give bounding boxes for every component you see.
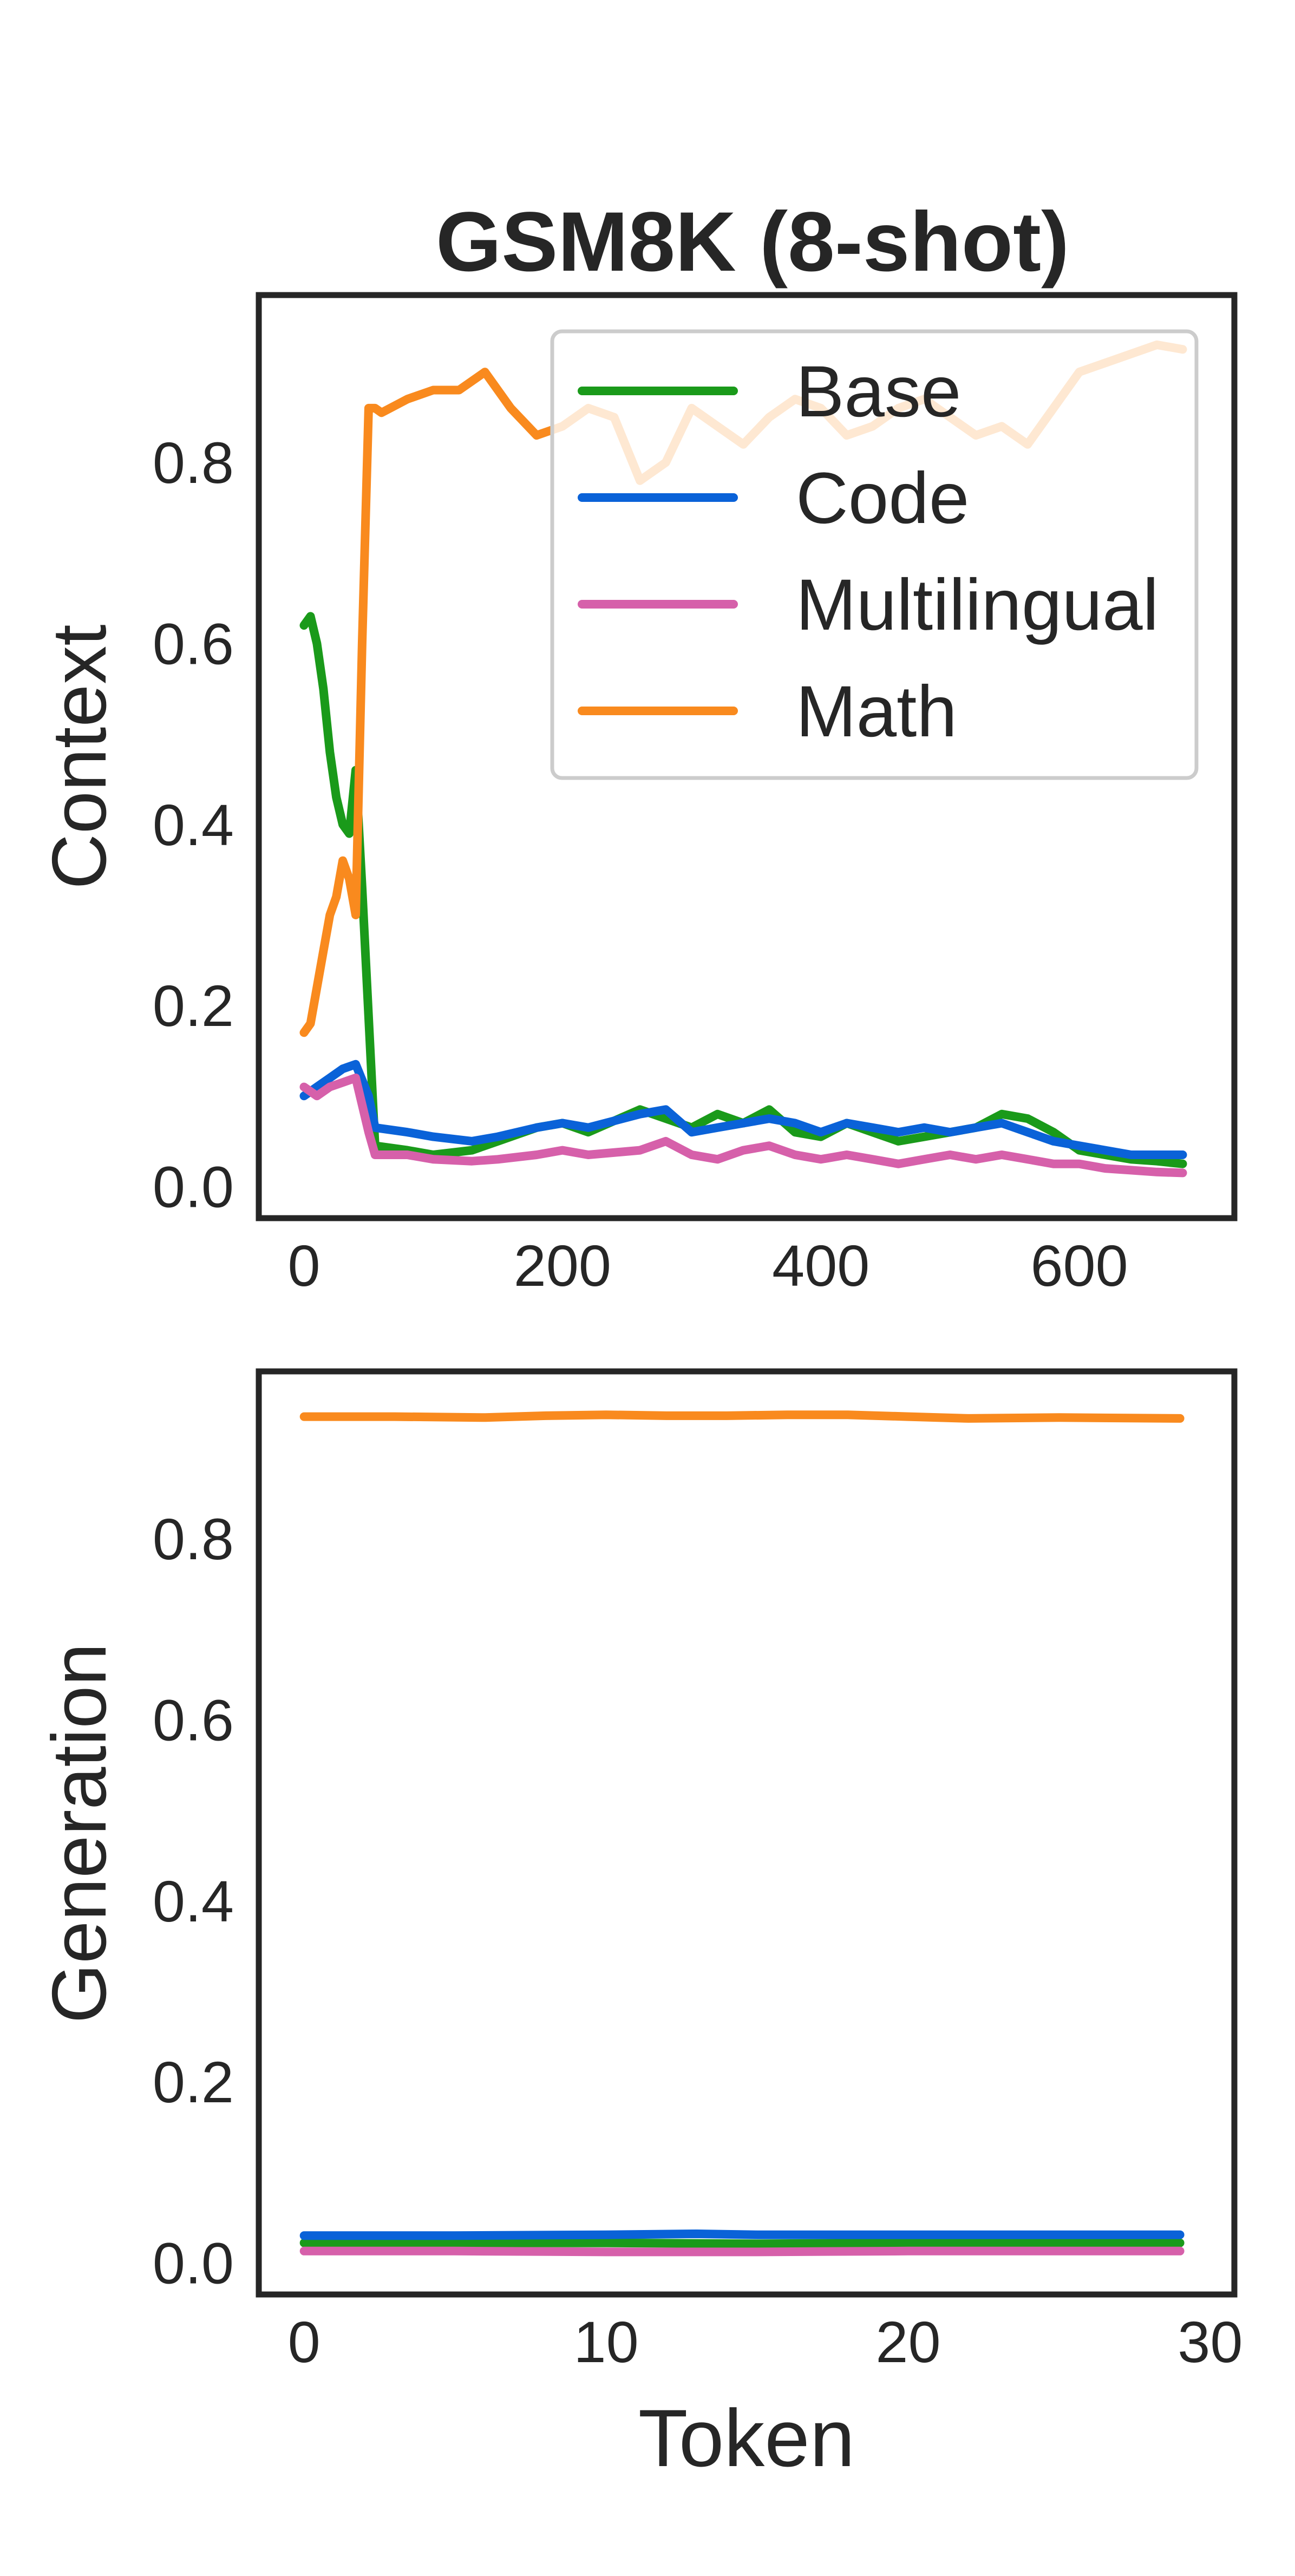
generation-series-line-code (299, 2230, 1185, 2240)
generation-plot-frame (256, 1368, 1238, 2298)
y-tick-label: 0.6 (153, 611, 234, 677)
y-tick-label: 0.0 (153, 2230, 234, 2296)
context-y-tick-labels: 0.0 0.2 0.4 0.6 0.8 (153, 430, 234, 1219)
context-x-tick-labels: 0 200 400 600 (287, 1233, 1128, 1298)
context-series-line-code (299, 1060, 1187, 1159)
generation-x-tick-labels: 0 10 20 30 (288, 2309, 1243, 2375)
x-tick-label: 200 (514, 1233, 611, 1298)
x-tick-label: 0 (288, 2309, 321, 2375)
y-tick-label: 0.4 (153, 792, 234, 858)
y-tick-label: 0.2 (153, 2049, 234, 2115)
x-tick-label: 30 (1178, 2309, 1242, 2375)
chart-title: GSM8K (8-shot) (436, 195, 1069, 289)
context-y-axis-label: Context (36, 624, 122, 889)
y-tick-label: 0.0 (153, 1154, 234, 1219)
generation-series-line-math (299, 1410, 1185, 1423)
legend-box (550, 329, 1199, 780)
context-series-line-multilingual (299, 1073, 1187, 1178)
legend-label-multilingual: Multilingual (796, 565, 1159, 645)
y-tick-label: 0.4 (153, 1868, 234, 1934)
y-tick-label: 0.6 (153, 1688, 234, 1753)
legend-label-base: Base (796, 351, 961, 432)
context-panel: 0 200 400 600 0.0 0.2 0.4 0.6 0.8 Context Base C… (36, 292, 1238, 1298)
generation-panel: 0 10 20 30 0.0 0.2 0.4 0.6 0.8 Generation Token (36, 1368, 1243, 2483)
generation-y-axis-label: Generation (36, 1643, 122, 2024)
generation-y-tick-labels: 0.0 0.2 0.4 0.6 0.8 (153, 1506, 234, 2296)
y-tick-label: 0.2 (153, 973, 234, 1038)
x-tick-label: 10 (574, 2309, 639, 2375)
y-tick-label: 0.8 (153, 430, 234, 495)
y-tick-label: 0.8 (153, 1506, 234, 1572)
x-tick-label: 600 (1030, 1233, 1128, 1298)
legend-label-code: Code (796, 458, 969, 539)
legend-label-math: Math (796, 671, 957, 752)
generation-series-line-multilingual (299, 2246, 1185, 2257)
x-tick-label: 0 (287, 1233, 320, 1298)
context-plot-frame (256, 292, 1238, 1221)
legend: Base Code Multilingual Math (550, 329, 1199, 780)
x-tick-label: 400 (772, 1233, 869, 1298)
x-tick-label: 20 (875, 2309, 940, 2375)
generation-x-axis-label: Token (638, 2392, 855, 2483)
generation-series-line-base (299, 2238, 1185, 2248)
generation-series-lines (299, 1410, 1185, 2257)
